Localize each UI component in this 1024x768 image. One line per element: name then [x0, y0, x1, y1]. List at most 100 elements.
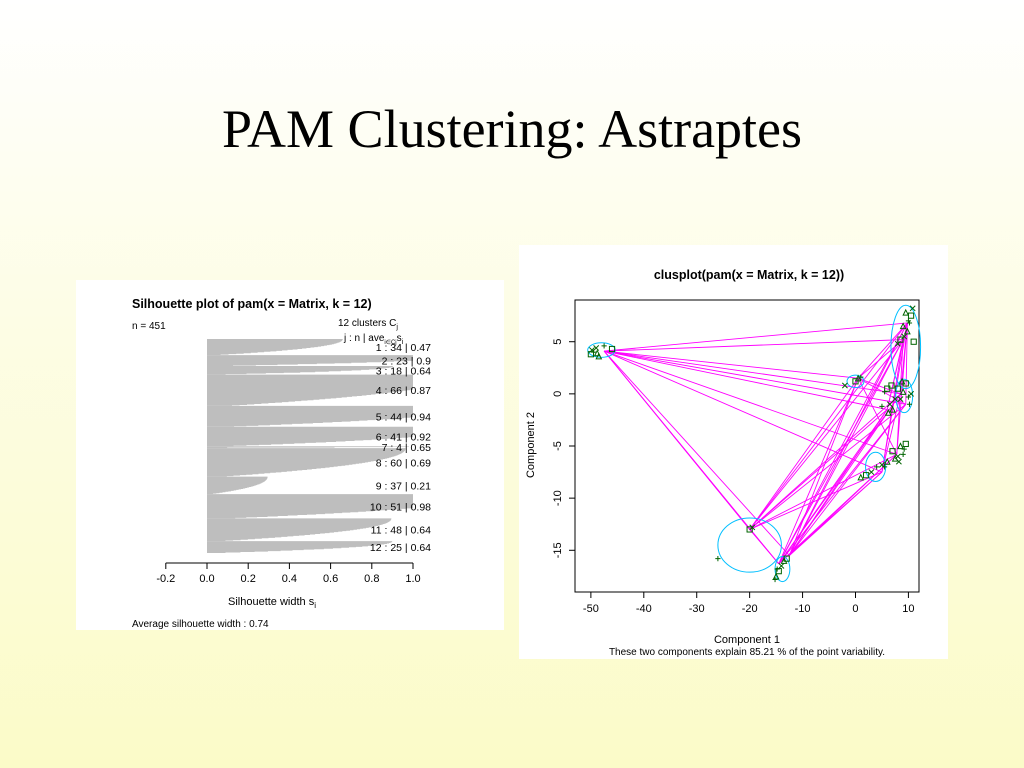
- clusplot-point: [858, 374, 864, 380]
- clusplot-point: [884, 385, 891, 392]
- clusplot-point: [882, 389, 888, 395]
- silhouette-cluster-label: 12 : 25 | 0.64: [370, 542, 431, 554]
- silhouette-cluster-label: 7 : 4 | 0.65: [382, 442, 432, 454]
- clusplot-panel: clusplot(pam(x = Matrix, k = 12)) -50 -40…: [519, 245, 948, 659]
- clusplot-x-tick-label: -30: [689, 603, 705, 615]
- silhouette-cluster-label: 5 : 44 | 0.94: [376, 411, 431, 423]
- silhouette-bar-cluster-1: [207, 339, 343, 356]
- clusplot-link: [778, 409, 888, 565]
- silhouette-cluster-label: 3 : 18 | 0.64: [376, 365, 431, 377]
- silhouette-bar-cluster-7: [207, 446, 410, 449]
- clusplot-point: [593, 345, 600, 351]
- silhouette-cluster-labels: 1 : 34 | 0.47 2 : 23 | 0.93 : 18 | 0.64 4 …: [370, 342, 431, 554]
- clusplot-point: [593, 349, 601, 357]
- clusplot-x-tick-label: 0: [852, 603, 858, 615]
- clusplot-point: [778, 562, 785, 569]
- silhouette-tick-label: 0.4: [282, 573, 297, 585]
- clusplot-subtitle: These two components explain 85.21 % of …: [609, 647, 885, 658]
- clusplot-point: [775, 568, 782, 575]
- clusplot-x-tick-label: -40: [636, 603, 652, 615]
- silhouette-tick-label: 0.8: [364, 573, 379, 585]
- clusplot-y-tick-label: -5: [552, 441, 564, 451]
- clusplot-link: [778, 322, 908, 565]
- clusplot-point: [902, 380, 909, 387]
- clusplot-ellipse: [587, 342, 616, 358]
- silhouette-bar-cluster-5: [207, 405, 413, 427]
- silhouette-cluster-label: 1 : 34 | 0.47: [376, 342, 431, 354]
- clusplot-point: [886, 401, 893, 408]
- clusplot-point: [889, 448, 896, 455]
- clusplot-point: [852, 378, 859, 385]
- clusplot-link: [749, 471, 883, 530]
- clusplot-point: [888, 382, 895, 389]
- clusplot-link: [604, 350, 906, 405]
- clusplot-link: [788, 322, 908, 556]
- silhouette-footer: Average silhouette width : 0.74: [132, 619, 269, 630]
- clusplot-point: [879, 403, 885, 409]
- silhouette-bars: [207, 339, 413, 553]
- clusplot-axes: -50 -40 -30 -20 -10 0 10 5 0 -5 -10 -15: [552, 339, 915, 615]
- clusplot-x-tick-label: -20: [742, 603, 758, 615]
- clusplot-point: [900, 451, 906, 457]
- clusplot-link: [604, 339, 904, 352]
- silhouette-tick-label: 0.2: [241, 573, 256, 585]
- silhouette-tick-label: -0.2: [156, 573, 175, 585]
- clusplot-point: [905, 318, 912, 324]
- silhouette-bar-cluster-12: [207, 541, 393, 553]
- silhouette-tick-label: 1.0: [405, 573, 420, 585]
- clusplot-link: [857, 377, 901, 395]
- clusplot-link: [789, 454, 898, 556]
- clusplot-point: [780, 556, 788, 564]
- silhouette-x-axis: -0.2 0.0 0.2 0.4 0.6 0.8 1.0: [156, 562, 421, 585]
- clusplot-link: [604, 350, 888, 410]
- clusplot-point: [608, 345, 616, 353]
- silhouette-tick-label: 0.6: [323, 573, 338, 585]
- clusplot-link: [789, 471, 883, 556]
- clusplot-link: [778, 378, 859, 565]
- clusplot-link: [778, 339, 904, 565]
- clusplot-link: [749, 322, 908, 530]
- clusplot-point: [882, 464, 888, 470]
- clusplot-ylabel: Component 2: [525, 412, 537, 478]
- clusplot-link: [749, 339, 904, 530]
- clusplot-point: [883, 457, 891, 465]
- clusplot-point: [901, 333, 908, 340]
- clusplot-point: [746, 526, 753, 533]
- silhouette-bar-cluster-3: [207, 366, 393, 375]
- clusplot-link: [896, 339, 904, 455]
- clusplot-link: [857, 378, 898, 455]
- clusplot-x-tick-label: -50: [583, 603, 599, 615]
- clusplot-point: [899, 388, 907, 395]
- clusplot-link: [905, 322, 908, 405]
- clusplot-ellipse: [846, 374, 865, 389]
- clusplot-point: [774, 566, 780, 572]
- clusplot-point: [898, 377, 906, 385]
- clusplot-ellipse: [717, 517, 782, 573]
- clusplot-link: [749, 529, 780, 565]
- clusplot-point: [902, 440, 909, 448]
- clusplot-point: [715, 556, 721, 562]
- silhouette-bar-cluster-6: [207, 426, 413, 447]
- clusplot-point: [884, 408, 892, 416]
- clusplot-links: [603, 322, 908, 565]
- clusplot-point: [897, 442, 904, 450]
- silhouette-cluster-label: 10 : 51 | 0.98: [370, 501, 431, 513]
- silhouette-bar-cluster-9: [207, 476, 268, 495]
- clusplot-x-tick-label: 10: [902, 603, 914, 615]
- clusplot-y-tick-label: -15: [552, 542, 564, 558]
- clusplot-y-tick-label: 0: [552, 391, 564, 397]
- clusplot-point: [868, 469, 875, 476]
- silhouette-n-label: n = 451: [132, 321, 166, 332]
- clusplot-link: [603, 350, 790, 556]
- clusplot-point: [874, 464, 880, 470]
- clusplot-link: [788, 378, 859, 556]
- silhouette-bar-cluster-10: [207, 494, 413, 519]
- silhouette-tick-label: 0.0: [199, 573, 214, 585]
- silhouette-cluster-label: 6 : 41 | 0.92: [376, 432, 431, 444]
- clusplot-point: [889, 405, 896, 413]
- slide-title: PAM Clustering: Astraptes: [221, 99, 803, 159]
- clusplot-point: [588, 347, 595, 354]
- clusplot-link: [603, 350, 750, 530]
- clusplot-point: [772, 572, 780, 580]
- clusplot-point: [862, 472, 870, 479]
